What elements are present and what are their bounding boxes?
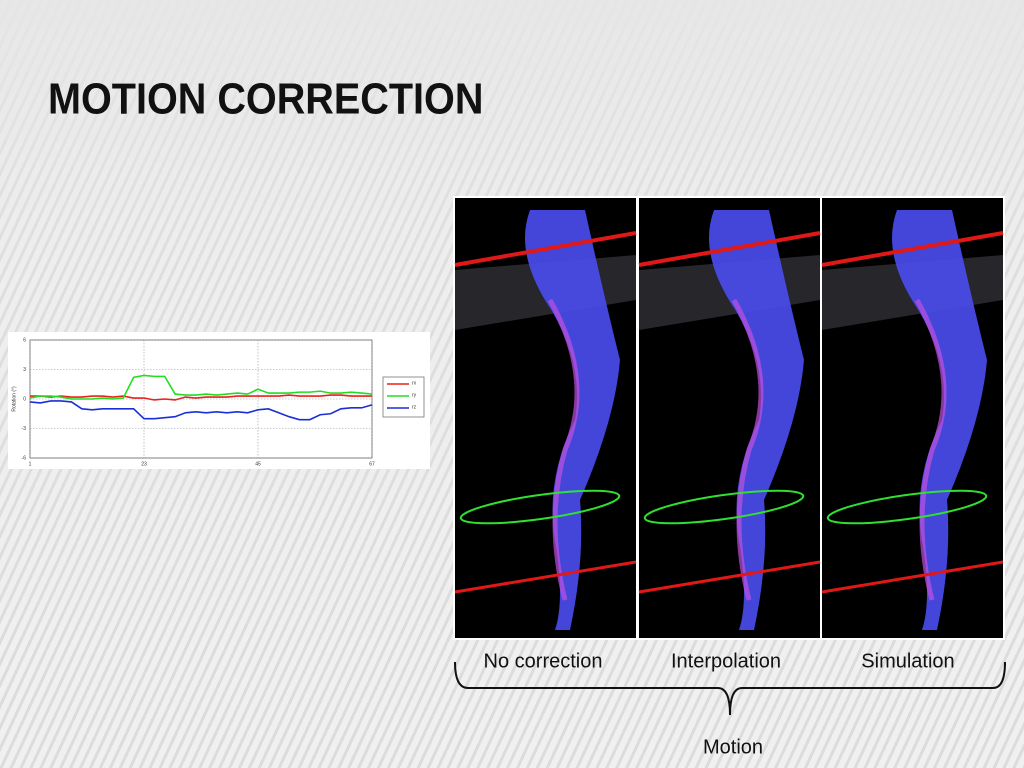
roi-line (638, 560, 821, 594)
brace (454, 661, 1006, 716)
roi-ellipse (643, 489, 805, 525)
roi-line (821, 560, 1004, 594)
fiber-bundle (731, 298, 764, 601)
caption: No correction (484, 650, 603, 672)
y-tick-label: 0 (23, 396, 26, 402)
tractography-images (453, 196, 1005, 640)
roi-line (638, 231, 821, 267)
x-tick-label: 1 (29, 461, 32, 467)
fiber-bundle (892, 210, 987, 630)
y-tick-label: -3 (22, 426, 27, 432)
roi-ellipse (459, 489, 621, 525)
fiber-bundle (547, 298, 580, 601)
x-tick-label: 23 (141, 461, 147, 467)
caption: Simulation (861, 650, 954, 672)
roi-line (821, 231, 1004, 267)
roi-line (454, 560, 637, 594)
data-line (29, 400, 373, 421)
fiber-bundle (525, 210, 620, 630)
legend-box (382, 376, 425, 418)
roi-ellipse (826, 489, 988, 525)
fiber-bundle (709, 210, 804, 630)
y-tick-label: 3 (23, 367, 26, 373)
y-axis-label: Rotation (°) (11, 386, 17, 412)
fiber-bundle (914, 298, 947, 601)
chart: -6 -3 0 3 6 1 23 45 67 Rotation (°) rx ry rz (11, 337, 416, 467)
y-tick-label: 6 (23, 337, 26, 343)
data-line (29, 374, 373, 400)
legend-label: rz (412, 404, 417, 410)
brace-label: Motion (703, 736, 763, 758)
x-tick-label: 45 (255, 461, 261, 467)
y-tick-label: -6 (22, 455, 27, 461)
legend-label: rx (412, 380, 417, 386)
data-line (30, 394, 372, 401)
caption: Interpolation (671, 650, 781, 672)
legend-label: ry (412, 392, 417, 398)
x-tick-label: 67 (369, 461, 375, 467)
slide-title: MOTION CORRECTION (48, 74, 483, 123)
roi-line (454, 231, 637, 267)
